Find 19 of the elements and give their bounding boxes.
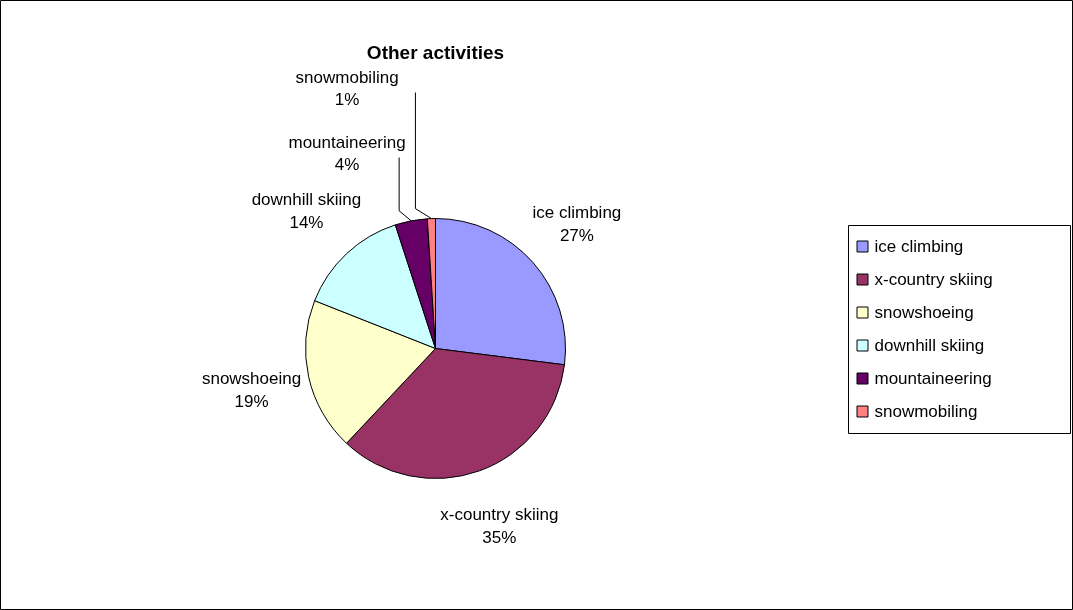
slice-label: x-country skiing: [440, 504, 559, 524]
data-label: 19%: [234, 391, 269, 411]
data-label: 4%: [334, 155, 360, 175]
data-label: 14%: [289, 212, 324, 232]
legend-label: snowshoeing: [874, 303, 974, 322]
legend-label: ice climbing: [874, 237, 964, 256]
legend-label: downhill skiing: [874, 336, 985, 355]
data-label: 35%: [482, 527, 517, 547]
slice-label: ice climbing: [532, 202, 622, 222]
legend-label: snowmobiling: [874, 402, 978, 421]
slice-label: mountaineering: [288, 132, 406, 152]
chart-title: Other activities: [366, 42, 505, 63]
legend-label: mountaineering: [874, 369, 992, 388]
legend-label: x-country skiing: [874, 270, 993, 289]
slice-label: snowshoeing: [201, 368, 302, 388]
slice-label: snowmobiling: [295, 67, 399, 87]
data-label: 27%: [559, 225, 594, 245]
data-label: 1%: [334, 90, 360, 110]
slice-label: downhill skiing: [251, 190, 362, 210]
